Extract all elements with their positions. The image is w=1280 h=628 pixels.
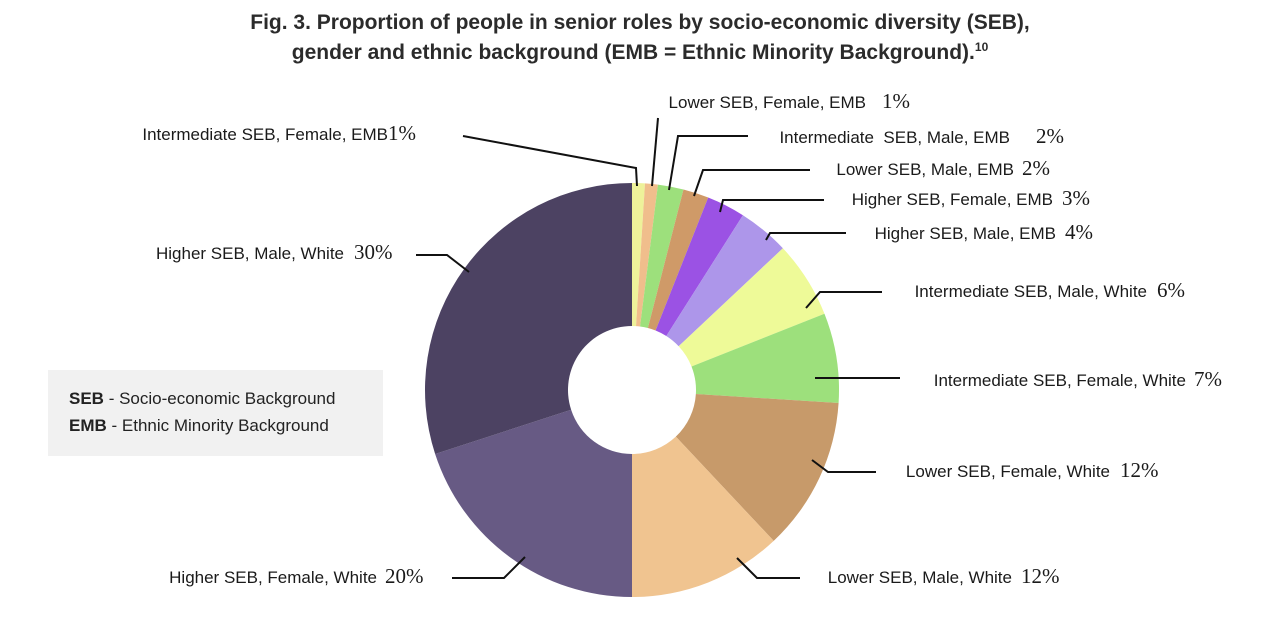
leader-line-0 [462,135,638,187]
legend-row-seb: SEB - Socio-economic Background [69,389,335,409]
slice-value-label-11: 30% [354,240,393,264]
legend-text-emb: - Ethnic Minority Background [106,416,329,435]
chart-title-line-2-text: gender and ethnic background (EMB = Ethn… [291,41,975,64]
slice-label-9: Lower SEB, Male, White [828,568,1012,587]
pie-slice-4 [655,197,743,336]
slice-label-6: Intermediate SEB, Male, White [915,282,1147,301]
leader-line-11 [416,254,470,273]
slice-value-label-2: 2% [1036,124,1064,148]
leader-line-6 [805,291,882,309]
slice-value-label-9: 12% [1021,564,1060,588]
legend-row-emb: EMB - Ethnic Minority Background [69,416,329,436]
leader-line-5 [765,232,846,241]
slice-label-11: Higher SEB, Male, White [156,244,344,263]
slice-label-5: Higher SEB, Male, EMB [875,224,1056,243]
slice-label-7: Intermediate SEB, Female, White [934,371,1186,390]
leader-line-1 [651,117,659,187]
footnote-marker: 10 [974,40,989,54]
slice-value-label-0: 1% [388,121,416,145]
slice-value-label-5: 4% [1065,220,1093,244]
pie-slice-5 [666,215,783,347]
legend-text-seb: - Socio-economic Background [103,389,336,408]
slice-value-label-8: 12% [1120,458,1159,482]
pie-slice-8 [675,394,839,541]
pie-slice-0 [632,183,645,327]
pie-slice-11 [425,183,632,454]
legend-abbr-emb: EMB [69,416,107,435]
pie-slice-6 [678,248,825,367]
chart-title-line-1: Fig. 3. Proportion of people in senior r… [250,11,1030,34]
slice-label-1: Lower SEB, Female, EMB [669,93,866,112]
leader-line-3 [693,169,810,197]
slice-value-label-4: 3% [1062,186,1090,210]
slice-value-label-1: 1% [882,89,910,113]
leader-line-2 [668,135,748,191]
chart-title-line-2: gender and ethnic background (EMB = Ethn… [0,38,1280,68]
pie-slice-9 [632,436,774,597]
slice-label-8: Lower SEB, Female, White [906,462,1110,481]
slice-label-2: Intermediate SEB, Male, EMB [779,128,1010,147]
slice-label-0: Intermediate SEB, Female, EMB [142,125,388,144]
leader-line-10 [452,556,526,579]
abbreviation-legend: SEB - Socio-economic Background EMB - Et… [48,370,383,456]
pie-slice-7 [691,313,839,403]
pie-slice-2 [640,184,684,329]
slice-label-4: Higher SEB, Female, EMB [852,190,1053,209]
slice-label-10: Higher SEB, Female, White [169,568,377,587]
pie-slice-1 [636,183,658,327]
slice-value-label-10: 20% [385,564,424,588]
slice-value-label-7: 7% [1194,367,1222,391]
pie-slice-10 [435,409,632,597]
slice-value-label-3: 2% [1022,156,1050,180]
slice-label-3: Lower SEB, Male, EMB [836,160,1014,179]
pie-slice-3 [647,189,709,331]
leader-line-9 [736,557,800,579]
slice-value-label-6: 6% [1157,278,1185,302]
legend-abbr-seb: SEB [69,389,104,408]
chart-title: Fig. 3. Proportion of people in senior r… [0,8,1280,68]
leader-line-8 [811,459,876,473]
leader-line-4 [719,199,824,213]
